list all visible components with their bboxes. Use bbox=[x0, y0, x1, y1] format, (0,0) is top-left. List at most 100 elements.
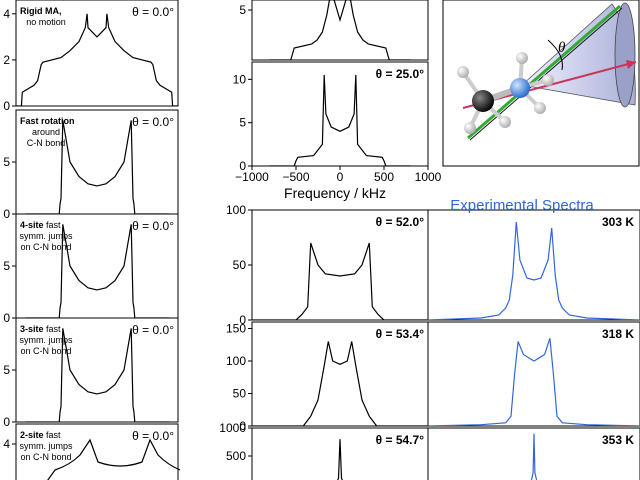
panel-description-rest: fast bbox=[44, 324, 62, 334]
panel-description-bold: 2-site bbox=[20, 430, 44, 440]
nitrogen-atom bbox=[510, 78, 530, 98]
panel-description-bold: 4-site bbox=[20, 220, 44, 230]
angle-label: θ bbox=[558, 40, 566, 56]
series-line bbox=[252, 242, 428, 320]
plot-panel: 318 K bbox=[427, 321, 640, 427]
plot-frame bbox=[427, 209, 640, 321]
theta-label: θ = 52.0° bbox=[376, 215, 425, 229]
series-line bbox=[269, 0, 411, 60]
plot-frame bbox=[251, 321, 429, 427]
theta-label: θ = 25.0° bbox=[376, 67, 425, 81]
plot-panel: 303 K bbox=[427, 209, 640, 321]
theta-label: θ = 0.0° bbox=[132, 219, 174, 233]
plot-frame bbox=[15, 109, 179, 215]
series-line bbox=[252, 341, 428, 426]
axis-green-edge bbox=[469, 7, 623, 141]
y-tick-label: 5 bbox=[3, 259, 10, 273]
h-atom bbox=[464, 122, 476, 134]
panel-description: 4-site fast bbox=[20, 220, 61, 230]
series-line bbox=[25, 328, 169, 422]
h-atom bbox=[542, 74, 554, 86]
panel-description-bold: Fast rotation bbox=[20, 116, 75, 126]
theta-label: θ = 0.0° bbox=[132, 115, 174, 129]
panel-description-line2: symm. jumps bbox=[19, 231, 73, 241]
carbon-atom bbox=[472, 90, 494, 112]
plot-panel: 0 50 100 θ = 52.0° bbox=[226, 203, 429, 327]
series-line bbox=[25, 120, 169, 214]
panel-description: Fast rotation bbox=[20, 116, 75, 126]
panel-description-line2: no motion bbox=[26, 17, 66, 27]
panel-description-rest: fast bbox=[44, 430, 62, 440]
panel-description-line3: on C-N bond bbox=[20, 346, 71, 356]
temperature-label: 353 K bbox=[602, 433, 634, 447]
y-tick-label: 50 bbox=[233, 258, 247, 272]
y-tick-label: 0 bbox=[3, 99, 10, 113]
series-line bbox=[16, 13, 178, 106]
plot-panel: 0 50 100 150 θ = 53.4° bbox=[226, 321, 429, 433]
y-tick-label: 5 bbox=[3, 363, 10, 377]
y-tick-label: 0 bbox=[239, 419, 246, 433]
y-tick-label: 2 bbox=[3, 53, 10, 67]
y-tick-label: 500 bbox=[226, 449, 246, 463]
plot-panel: 5 bbox=[239, 0, 429, 61]
theta-label: θ = 0.0° bbox=[132, 323, 174, 337]
y-tick-label: 150 bbox=[226, 322, 246, 336]
plot-panel: 353 K bbox=[427, 427, 640, 480]
plot-frame bbox=[251, 61, 429, 167]
y-tick-label: 0 bbox=[239, 313, 246, 327]
panel-description-line3: C-N bond bbox=[27, 138, 66, 148]
panel-description-line3: on C-N bond bbox=[20, 452, 71, 462]
spectra-panels: 0 2 4 Rigid MA,no motion θ = 0.0° 0 5 Fast rota… bbox=[3, 0, 640, 480]
panel-description-rest: fast bbox=[44, 220, 62, 230]
theta-label: θ = 54.7° bbox=[376, 433, 425, 447]
y-tick-label: 4 bbox=[3, 437, 10, 451]
y-tick-label: 5 bbox=[239, 116, 246, 130]
theta-label: θ = 0.0° bbox=[132, 429, 174, 443]
series-line bbox=[25, 224, 169, 318]
y-tick-label: 0 bbox=[3, 207, 10, 221]
y-tick-label: 5 bbox=[3, 155, 10, 169]
panel-description-line2: symm. jumps bbox=[19, 441, 73, 451]
molecule-inset: θ bbox=[442, 0, 640, 167]
h-atom bbox=[499, 116, 511, 128]
series-line bbox=[530, 433, 538, 480]
plot-frame bbox=[251, 0, 429, 61]
theta-label: θ = 0.0° bbox=[132, 5, 174, 19]
plot-frame bbox=[15, 423, 179, 480]
y-tick-label: 5 bbox=[239, 3, 246, 17]
x-tick-label: −1000 bbox=[235, 170, 269, 184]
h-atom bbox=[534, 102, 546, 114]
axis-arrow bbox=[626, 60, 636, 69]
series-line bbox=[47, 438, 181, 480]
panel-description-line2: around bbox=[32, 127, 60, 137]
middle-xlabel: Frequency / kHz bbox=[284, 185, 386, 201]
x-tick-label: 0 bbox=[337, 170, 344, 184]
y-tick-label: 100 bbox=[226, 354, 246, 368]
panel-description-bold: Rigid MA, bbox=[20, 6, 62, 16]
y-tick-label: 0 bbox=[3, 415, 10, 429]
panel-description-line3: on C-N bond bbox=[20, 242, 71, 252]
plot-frame bbox=[15, 0, 179, 107]
x-tick-label: 500 bbox=[374, 170, 394, 184]
h-atom bbox=[516, 52, 528, 64]
plot-panel: 0 5 10 θ = 25.0° bbox=[233, 61, 429, 173]
theta-label: θ = 53.4° bbox=[376, 327, 425, 341]
experimental-title: Experimental Spectra bbox=[450, 197, 594, 214]
series-line bbox=[428, 338, 640, 426]
y-tick-label: 10 bbox=[233, 72, 247, 86]
y-tick-label: 0 bbox=[3, 311, 10, 325]
panel-description-bold: 3-site bbox=[20, 324, 44, 334]
x-tick-label: 1000 bbox=[415, 170, 442, 184]
y-tick-label: 0 bbox=[239, 159, 246, 173]
y-tick-label: 4 bbox=[3, 7, 10, 21]
plot-frame bbox=[427, 321, 640, 427]
series-line bbox=[336, 439, 344, 480]
axis-green bbox=[467, 4, 621, 140]
series-line bbox=[269, 74, 411, 166]
plot-frame bbox=[15, 317, 179, 423]
